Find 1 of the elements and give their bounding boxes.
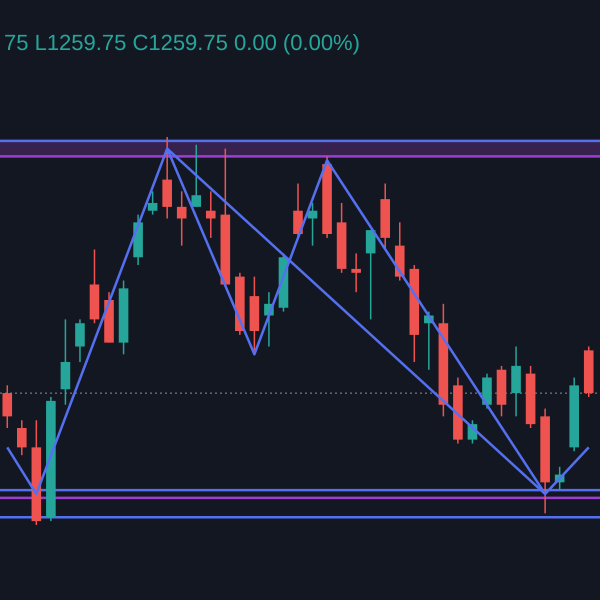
text: 75 L1259.75 C1259.75 0.00 (0.00%) — [4, 30, 360, 56]
